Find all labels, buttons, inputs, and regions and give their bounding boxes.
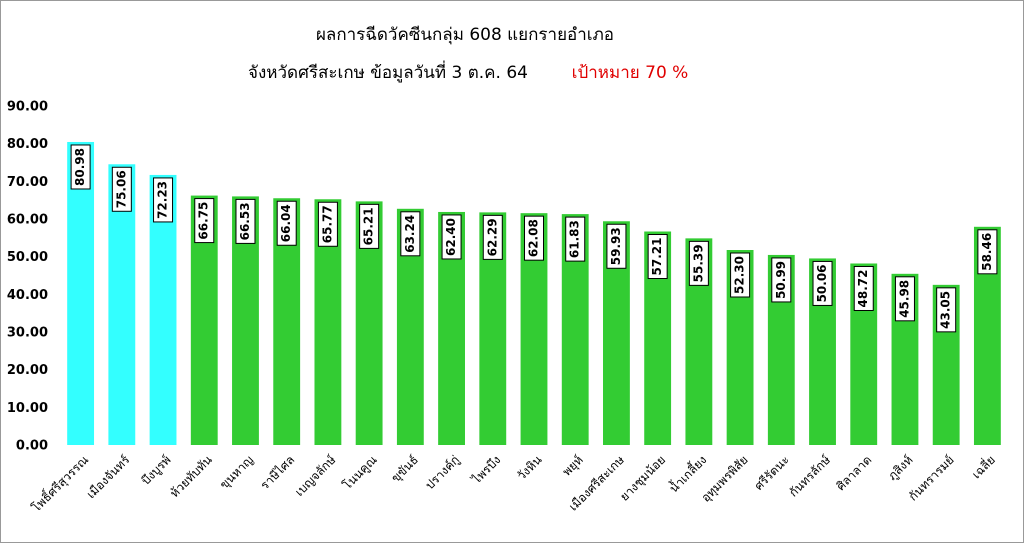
value-label: 66.75 (197, 202, 211, 240)
chart-title: ผลการฉีดวัคซีนกลุ่ม 608 แยกรายอำเภอ (316, 25, 614, 45)
value-label: 72.23 (156, 181, 170, 219)
value-label-box (730, 252, 751, 298)
value-label-box (70, 144, 91, 190)
value-label-box (524, 215, 544, 261)
value-label: 45.98 (897, 280, 911, 318)
y-tick-label: 20.00 (7, 363, 48, 378)
value-label-box (565, 216, 586, 262)
value-label: 66.53 (238, 202, 252, 240)
value-label: 65.77 (320, 205, 334, 243)
value-label-box (688, 240, 709, 286)
value-label-box (235, 198, 256, 244)
bar (65, 139, 97, 447)
value-label: 65.21 (362, 207, 376, 245)
target-annotation: เป้าหมาย 70 % (572, 63, 689, 83)
value-label: 75.06 (114, 170, 128, 208)
value-label-box (606, 223, 627, 269)
value-label: 58.46 (980, 233, 994, 271)
y-tick-label: 80.00 (7, 137, 48, 152)
value-label-box (111, 166, 132, 212)
value-label-box (276, 200, 297, 246)
value-label-box (894, 276, 915, 322)
value-label: 55.39 (691, 244, 705, 282)
value-label: 43.05 (939, 291, 953, 329)
value-label-box (400, 211, 421, 257)
value-label: 50.99 (774, 261, 788, 299)
value-label-box (812, 260, 833, 306)
value-label-box (153, 177, 174, 223)
value-label-box (482, 214, 503, 260)
value-label-box (977, 229, 998, 275)
value-label-box (936, 287, 957, 333)
value-label: 62.29 (485, 218, 499, 256)
value-label: 50.06 (815, 264, 829, 302)
y-tick-label: 0.00 (16, 439, 48, 454)
y-tick-label: 60.00 (7, 213, 48, 228)
value-label-box (441, 214, 462, 260)
value-label: 62.40 (444, 218, 458, 256)
y-tick-label: 30.00 (7, 326, 48, 341)
value-label-box (194, 198, 215, 244)
value-label: 61.83 (568, 220, 582, 258)
value-label: 48.72 (856, 270, 870, 308)
y-tick-label: 50.00 (7, 250, 48, 265)
value-label: 57.21 (650, 238, 664, 276)
value-label-box (647, 234, 668, 280)
value-label: 52.30 (733, 256, 747, 294)
value-label-box (771, 257, 792, 303)
chart-subtitle: จังหวัดศรีสะเกษ ข้อมูลวันที่ 3 ต.ค. 64 (248, 60, 528, 83)
y-tick-label: 40.00 (7, 288, 48, 303)
y-tick-label: 90.00 (7, 100, 48, 115)
y-tick-label: 70.00 (7, 175, 48, 190)
value-label: 80.98 (73, 148, 87, 186)
value-label: 62.08 (527, 219, 541, 257)
value-label-box (317, 201, 338, 247)
value-label: 63.24 (403, 215, 417, 253)
value-label-box (853, 265, 874, 311)
y-tick-label: 10.00 (7, 401, 48, 416)
value-label-box (359, 203, 380, 249)
value-label: 66.04 (279, 204, 293, 242)
value-label: 59.93 (609, 227, 623, 265)
